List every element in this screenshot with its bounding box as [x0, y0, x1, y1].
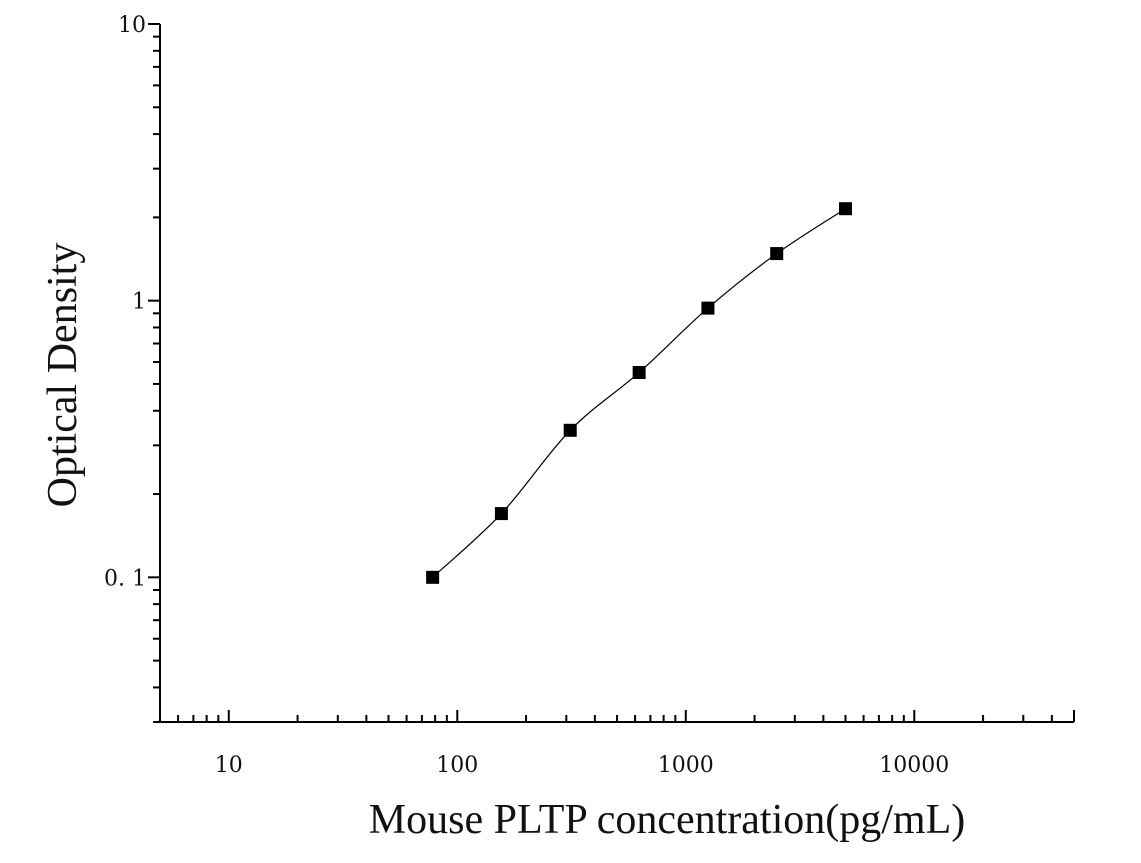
- y-axis-title: Optical Density: [40, 243, 86, 508]
- data-point: [426, 570, 440, 584]
- fit-curve: [432, 208, 846, 578]
- x-tick-label: 10: [215, 753, 243, 778]
- x-ticks: [159, 710, 1075, 722]
- x-tick-labels: 10 100 1000 10000: [215, 753, 949, 778]
- x-tick-label: 100: [436, 753, 478, 778]
- data-point: [770, 247, 784, 261]
- data-point: [494, 507, 508, 521]
- y-tick-labels: 0. 1 1 10: [104, 13, 146, 591]
- y-tick-label: 0. 1: [104, 566, 146, 591]
- x-tick-label: 1000: [658, 753, 714, 778]
- y-ticks: [148, 23, 160, 723]
- data-points: [426, 202, 852, 584]
- y-tick-label: 10: [118, 13, 146, 38]
- data-point: [632, 366, 646, 380]
- x-tick-label: 10000: [879, 753, 949, 778]
- y-tick-label: 1: [132, 290, 146, 315]
- axes: [159, 24, 1074, 723]
- data-point: [701, 301, 715, 315]
- data-point: [839, 202, 852, 216]
- data-point: [563, 423, 577, 437]
- x-axis-title: Mouse PLTP concentration(pg/mL): [369, 797, 965, 843]
